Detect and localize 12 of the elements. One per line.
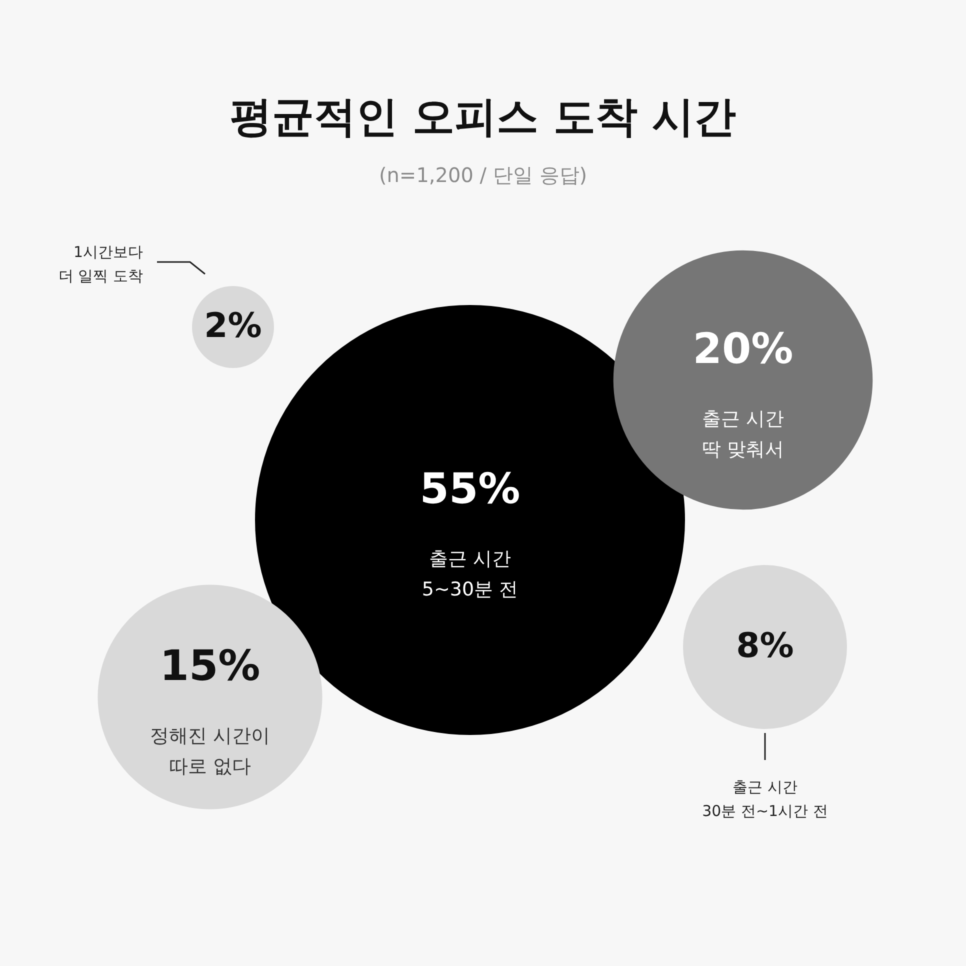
category-label: 출근 시간 5~30분 전 bbox=[422, 548, 518, 600]
data-label: 2% bbox=[204, 306, 262, 346]
text: 평균적인 오피스 도착 시간 bbox=[230, 92, 736, 141]
data-label: 20% bbox=[692, 324, 794, 373]
category-label: 1시간보다 더 일찍 도착 bbox=[58, 243, 143, 285]
data-label: 55% bbox=[420, 464, 520, 513]
data-label: 8% bbox=[736, 626, 794, 666]
data-label: 15% bbox=[160, 641, 260, 690]
text: (n=1,200 / 단일 응답) bbox=[378, 163, 588, 187]
category-label: 정해진 시간이 따로 없다 bbox=[150, 725, 270, 778]
category-label: 출근 시간 30분 전~1시간 전 bbox=[702, 778, 828, 820]
category-label: 출근 시간 딱 맞춰서 bbox=[702, 408, 784, 460]
